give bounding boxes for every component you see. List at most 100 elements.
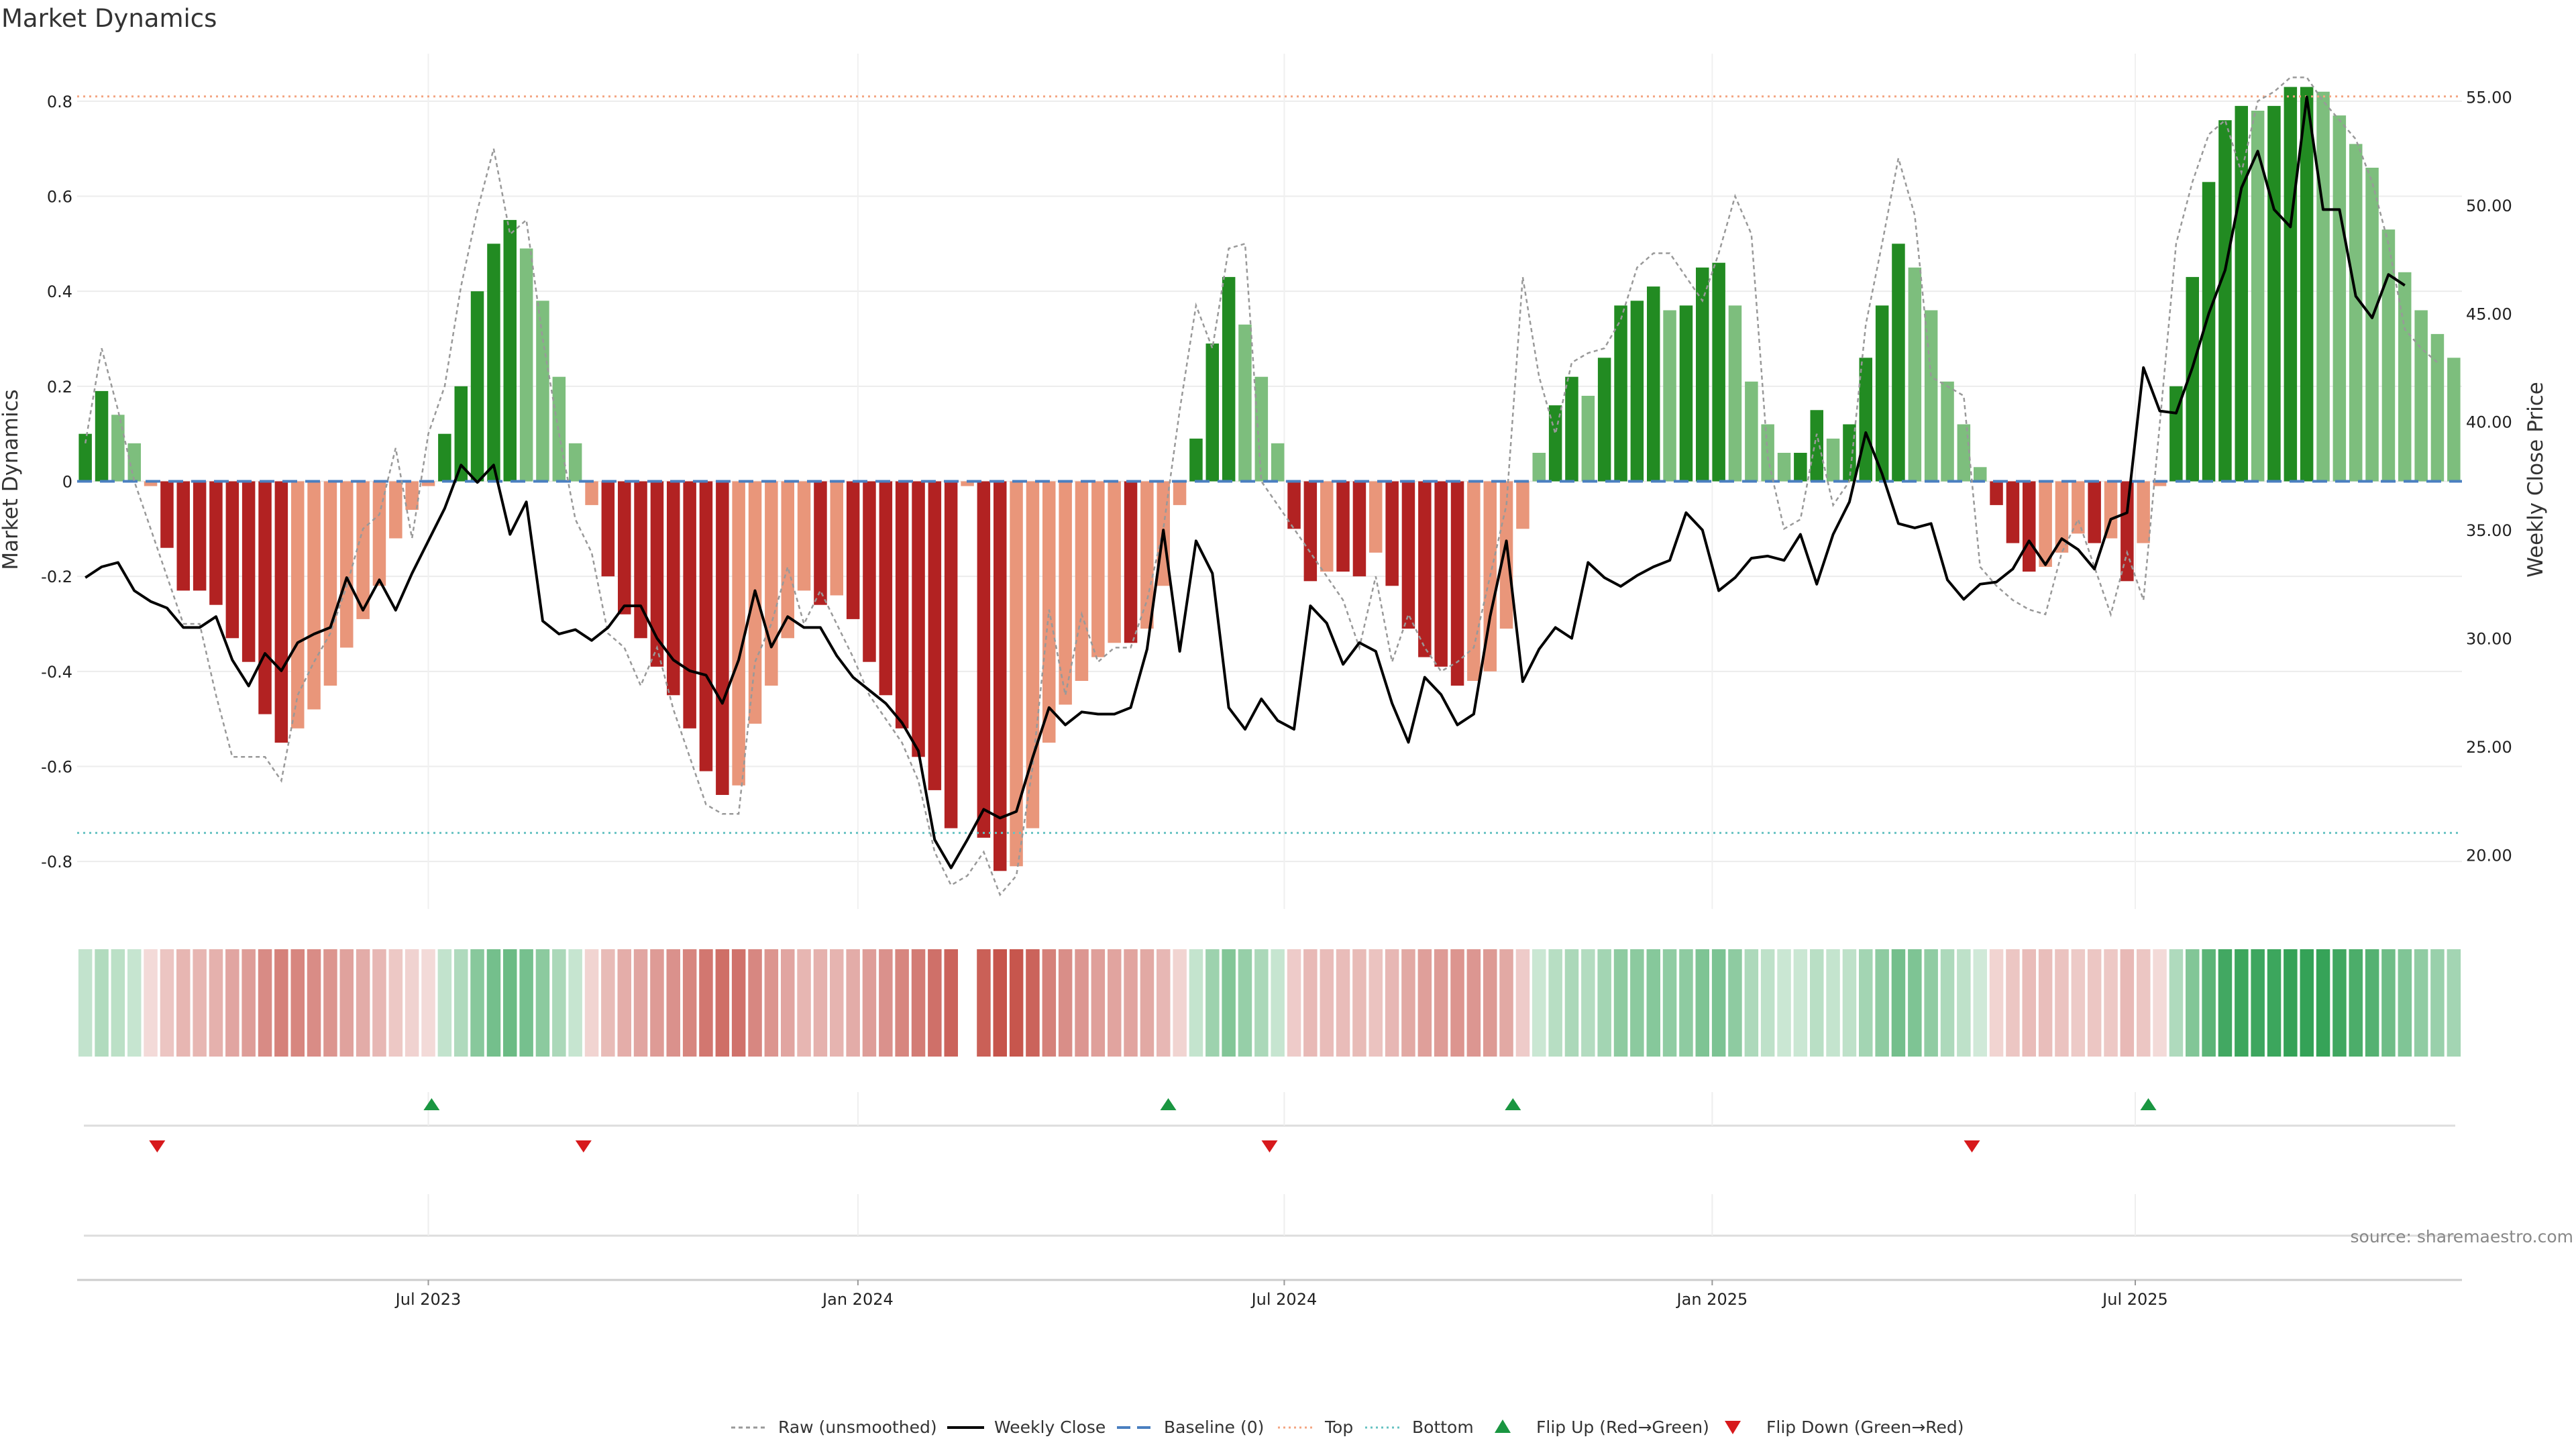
left-tick-label: -0.4 (41, 663, 72, 682)
strip-cell (862, 949, 877, 1057)
bar (421, 481, 435, 486)
x-axis: Jul 2023 Jan 2024 Jul 2024 Jan 2025 Jul 2025 (77, 1279, 2462, 1309)
bar (1941, 381, 1954, 482)
strip-cell (633, 949, 648, 1057)
strip-cell (1891, 949, 1906, 1057)
weekly-close-line (85, 95, 2406, 869)
strip-cell (503, 949, 517, 1057)
flip-down-marker (149, 1140, 166, 1152)
strip-cell (1613, 949, 1628, 1057)
strip-cell (2055, 949, 2069, 1057)
strip-cell (339, 949, 354, 1057)
bar (879, 481, 893, 696)
strip-cell (830, 949, 844, 1057)
strip-cell (160, 949, 174, 1057)
strip-cell (977, 949, 991, 1057)
strip-cell (1597, 949, 1611, 1057)
bar (454, 386, 468, 482)
strip-cell (1924, 949, 1938, 1057)
bar (601, 481, 615, 577)
x-tick-label: Jul 2023 (394, 1290, 462, 1309)
strip-cell (1760, 949, 1775, 1057)
strip-cell (682, 949, 697, 1057)
strip-cell (388, 949, 403, 1057)
flip-down-marker (1261, 1140, 1278, 1152)
strip-cell (1466, 949, 1481, 1057)
left-tick-label: -0.8 (41, 853, 72, 871)
strip-cell (1450, 949, 1464, 1057)
bar (1745, 381, 1758, 482)
strip-cell (2430, 949, 2445, 1057)
bar-series (78, 87, 2461, 871)
strip-cell (699, 949, 713, 1057)
bar (748, 481, 762, 724)
strip-cell (2349, 949, 2363, 1057)
bar (1597, 358, 1611, 482)
bar (503, 219, 517, 482)
strip-cell (2284, 949, 2298, 1057)
bar (667, 481, 680, 696)
strip-cell (2006, 949, 2020, 1057)
strip-cell (1401, 949, 1415, 1057)
bar (1254, 376, 1269, 482)
right-tick-label: 35.00 (2466, 521, 2512, 540)
bar (2267, 105, 2281, 482)
strip-cell (2087, 949, 2102, 1057)
bar (1630, 301, 1644, 482)
bar (340, 481, 354, 648)
strip-cell (1140, 949, 1155, 1057)
bar (2186, 276, 2199, 482)
bar (2414, 310, 2428, 482)
bar (1271, 443, 1285, 482)
flip-up-marker (2140, 1098, 2157, 1110)
bar (2235, 105, 2248, 482)
bar (1892, 244, 1905, 482)
bar (1091, 481, 1105, 657)
bar (2430, 333, 2445, 482)
bar (781, 481, 794, 639)
left-tick-label: 0.4 (47, 282, 72, 301)
bar (1875, 305, 1889, 482)
bar (1712, 262, 1725, 482)
strip-cell (486, 949, 501, 1057)
bar (1794, 453, 1807, 482)
strip-cell (1793, 949, 1808, 1057)
strip-cell (1989, 949, 2004, 1057)
strip-cell (2071, 949, 2086, 1057)
strip-cell (928, 949, 942, 1057)
strip-cell (552, 949, 566, 1057)
strip-cell (274, 949, 288, 1057)
strip-cell (1908, 949, 1922, 1057)
bar (193, 481, 207, 591)
strip-cell (2186, 949, 2200, 1057)
bar (1679, 305, 1693, 482)
strip-cell (1859, 949, 1873, 1057)
bar (78, 433, 92, 482)
legend-flip-down-symbol (1725, 1421, 1741, 1434)
bar (1320, 481, 1334, 572)
bar (961, 481, 974, 486)
right-tick-label: 20.00 (2466, 846, 2512, 865)
strip-cell (1075, 949, 1089, 1057)
strip-cell (258, 949, 272, 1057)
bar (2153, 481, 2167, 486)
bar (225, 481, 239, 639)
chart-title: Market Dynamics (1, 4, 217, 33)
bar (1173, 481, 1187, 505)
bar (1287, 481, 1301, 529)
strip-cell (731, 949, 746, 1057)
legend-label: Weekly Close (994, 1417, 1106, 1437)
bar (2055, 481, 2069, 553)
strip-cell (1940, 949, 1955, 1057)
strip-cell (2104, 949, 2118, 1057)
strip-cell (1630, 949, 1644, 1057)
strip-cell (1157, 949, 1171, 1057)
bar (814, 481, 827, 605)
bar (699, 481, 713, 771)
strip-cell (1205, 949, 1220, 1057)
bar (928, 481, 942, 790)
flip-markers (84, 1092, 2455, 1237)
strip-cell (1532, 949, 1546, 1057)
strip-cell (1548, 949, 1562, 1057)
strip-cell (1646, 949, 1660, 1057)
